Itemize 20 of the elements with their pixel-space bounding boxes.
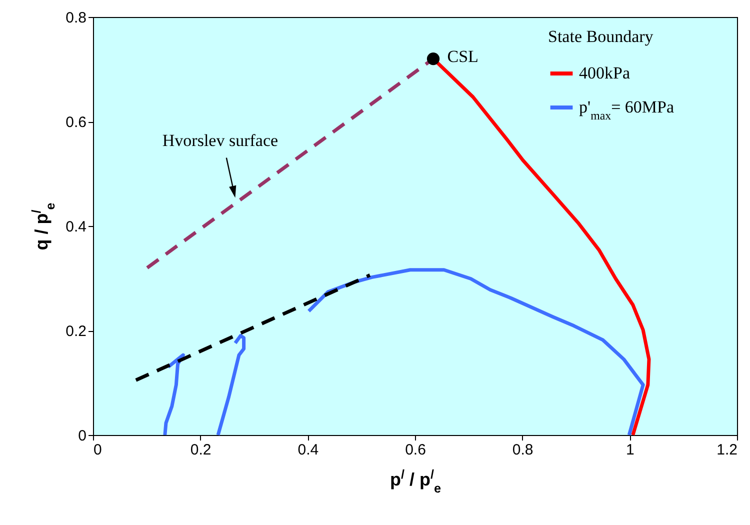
legend-label: p'$_{max}$= 60MPa bbox=[579, 98, 674, 122]
x-tick-label: 1.2 bbox=[716, 442, 738, 458]
line-series bbox=[216, 334, 246, 437]
y-tick-label: 0.8 bbox=[66, 10, 86, 26]
y-tick-label: 0 bbox=[78, 428, 86, 444]
x-tick-label: 0.8 bbox=[512, 442, 534, 458]
y-tick-label: 0.4 bbox=[66, 218, 86, 236]
y-tick-label: 0.6 bbox=[66, 114, 86, 131]
line-series bbox=[163, 353, 185, 437]
x-tick-label: 1 bbox=[626, 442, 634, 458]
y-tick-label: 0.2 bbox=[66, 323, 86, 340]
x-tick-label: 0.2 bbox=[190, 442, 212, 458]
legend-title: State Boundary bbox=[548, 27, 654, 46]
x-tick-label: 0 bbox=[94, 442, 102, 458]
line-series bbox=[306, 268, 645, 437]
x-tick-label: 0.4 bbox=[298, 442, 319, 458]
annotation: Hvorslev surface bbox=[162, 130, 278, 150]
series-label: CSL bbox=[447, 46, 478, 66]
x-tick-label: 0.6 bbox=[405, 442, 426, 458]
legend-label: 400kPa bbox=[579, 64, 630, 82]
